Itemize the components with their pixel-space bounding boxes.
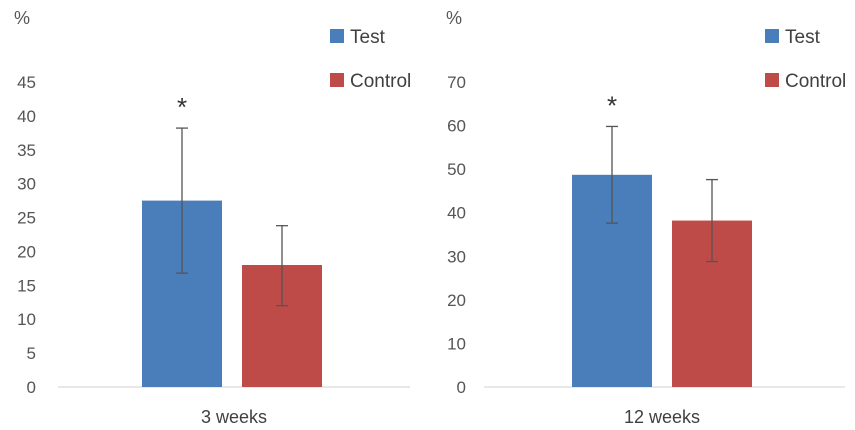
y-tick-label: 60 (447, 117, 466, 136)
y-tick-label: 40 (17, 107, 36, 126)
y-tick-label: 45 (17, 73, 36, 92)
chart-panel-3-weeks: % 0 5 10 15 20 25 30 35 40 45 * 3 weeks Test Control (14, 8, 411, 427)
x-category-label: 3 weeks (201, 407, 267, 427)
legend-swatch-control (765, 73, 779, 87)
y-tick-label: 0 (27, 378, 36, 397)
legend-swatch-test (330, 29, 344, 43)
y-tick-label: 35 (17, 141, 36, 160)
legend-label-test: Test (785, 27, 821, 48)
y-tick-label: 20 (17, 242, 36, 261)
y-tick-label: 10 (447, 334, 466, 353)
legend-swatch-test (765, 29, 779, 43)
chart-panel-12-weeks: % 0 10 20 30 40 50 60 70 * 12 weeks Test Control (446, 8, 846, 427)
significance-marker: * (607, 90, 617, 120)
legend-swatch-control (330, 73, 344, 87)
y-tick-label: 40 (447, 204, 466, 223)
y-tick-label: 30 (17, 175, 36, 194)
significance-marker: * (177, 92, 187, 122)
y-axis-unit-label: % (446, 8, 462, 28)
legend-label-control: Control (785, 71, 846, 92)
x-category-label: 12 weeks (624, 407, 700, 427)
y-tick-label: 50 (447, 160, 466, 179)
y-tick-label: 30 (447, 247, 466, 266)
y-tick-label: 20 (447, 291, 466, 310)
y-tick-label: 15 (17, 276, 36, 295)
y-tick-label: 25 (17, 209, 36, 228)
legend-label-control: Control (350, 71, 411, 92)
y-axis-unit-label: % (14, 8, 30, 28)
y-tick-label: 10 (17, 310, 36, 329)
y-tick-label: 70 (447, 73, 466, 92)
legend-label-test: Test (350, 27, 386, 48)
y-tick-label: 5 (27, 344, 36, 363)
y-tick-label: 0 (457, 378, 466, 397)
